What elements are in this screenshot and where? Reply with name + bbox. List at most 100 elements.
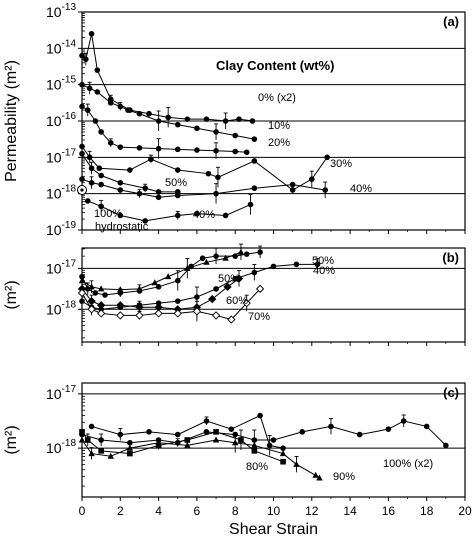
data-point (251, 158, 258, 164)
data-point (84, 437, 91, 443)
data-point (88, 179, 95, 186)
data-point (155, 437, 162, 443)
data-point (192, 307, 202, 316)
data-point (98, 172, 104, 179)
series-line-c-2 (81, 420, 447, 446)
data-point (86, 154, 93, 161)
data-point (203, 429, 210, 435)
annotation-a-1: 10% (268, 120, 290, 132)
x-tick-label: 20 (458, 504, 472, 518)
x-tick-label: 0 (79, 504, 86, 518)
y-tick-exponent: -19 (62, 220, 77, 231)
data-point (249, 118, 256, 124)
x-tick-label: 6 (194, 504, 201, 518)
data-point (77, 288, 87, 298)
data-point (79, 81, 85, 88)
data-point (107, 140, 114, 146)
annotation-a-2: 20% (268, 137, 290, 149)
y-tick-exponent: -17 (62, 147, 77, 158)
data-point (117, 103, 124, 110)
data-point (232, 431, 238, 438)
annotation-b-3: 60% (226, 295, 248, 307)
series-line-b-2 (81, 263, 318, 310)
x-tick-label: 14 (343, 504, 357, 518)
series-line-a-0 (81, 33, 253, 122)
legend-title: Clay Content (wt%) (216, 58, 334, 73)
data-point (184, 116, 191, 122)
data-point (86, 85, 93, 92)
data-point (174, 277, 181, 284)
annotation-b-2: 40% (313, 265, 335, 277)
data-point (205, 170, 212, 177)
y-axis-title-b: (m²) (3, 280, 20, 309)
data-point (174, 431, 181, 438)
data-point (257, 412, 263, 419)
y-tick-label: 10-18 (46, 184, 76, 202)
data-point (135, 311, 144, 320)
data-point (97, 309, 106, 318)
data-point (280, 445, 286, 451)
data-point (215, 174, 221, 181)
y-tick-label: 10-16 (46, 111, 76, 129)
data-point (299, 429, 306, 435)
data-point (83, 56, 89, 63)
data-point (174, 167, 181, 173)
data-point (174, 146, 181, 153)
data-point (279, 450, 287, 457)
data-point (127, 450, 133, 457)
data-point (117, 431, 124, 438)
annotation-b-0: 50% (312, 255, 334, 267)
data-point (203, 418, 210, 424)
data-point (194, 147, 200, 153)
data-point (213, 147, 219, 154)
data-point (208, 294, 217, 304)
data-point (79, 143, 85, 150)
data-point (213, 286, 219, 292)
data-point (98, 129, 104, 135)
data-point (84, 286, 91, 292)
data-point (293, 460, 300, 467)
data-point (96, 165, 103, 172)
data-point (289, 181, 296, 188)
y-tick-exponent: -17 (62, 384, 77, 395)
data-point (184, 264, 191, 271)
y-tick-exponent: -18 (62, 299, 77, 310)
data-point (199, 255, 206, 262)
data-point (88, 283, 95, 290)
data-point (223, 282, 232, 291)
annotation-a-6: 40% (193, 209, 215, 221)
data-point (234, 274, 244, 283)
data-point (251, 136, 258, 142)
data-point (237, 248, 245, 255)
data-point (257, 249, 263, 255)
data-point (242, 299, 251, 308)
data-point (148, 156, 154, 162)
data-point (247, 201, 254, 208)
data-point (251, 437, 258, 443)
data-point (117, 187, 124, 193)
data-point (117, 286, 124, 293)
data-point (184, 441, 191, 448)
y-tick-label: 10-19 (46, 220, 76, 238)
y-tick-label: 10-17 (46, 384, 76, 402)
data-point (84, 198, 91, 204)
panel-letter-c: (c) (443, 385, 459, 400)
data-point (174, 439, 181, 446)
data-point (88, 165, 95, 172)
data-point (126, 444, 134, 451)
data-point (102, 292, 108, 298)
x-tick-label: 2 (117, 504, 124, 518)
y-tick-exponent: -18 (62, 438, 77, 449)
data-point (356, 431, 363, 438)
data-point (84, 107, 91, 113)
data-point (78, 277, 86, 284)
data-point (142, 185, 148, 192)
data-point (243, 149, 250, 156)
data-point (280, 458, 286, 465)
y-tick-exponent: -15 (62, 75, 77, 86)
data-point (213, 129, 219, 135)
annotation-a-7: 100% (94, 208, 122, 220)
y-tick-label: 10-18 (46, 299, 76, 317)
y-tick-label: 10-14 (46, 38, 76, 56)
panel-letter-a: (a) (443, 14, 459, 29)
